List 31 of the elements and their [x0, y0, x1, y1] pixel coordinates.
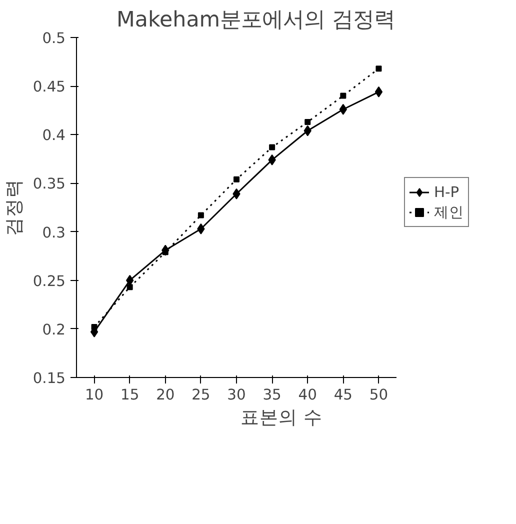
- x-tick-label: 15: [120, 386, 140, 404]
- x-tick-label: 30: [227, 386, 246, 404]
- legend-label: H-P: [434, 184, 460, 200]
- point: [376, 66, 382, 72]
- point: [304, 119, 311, 126]
- x-tick-label: 50: [369, 386, 388, 404]
- legend-label: 제인: [434, 202, 464, 222]
- y-tick-label: 0.2: [42, 321, 66, 338]
- point: [374, 86, 383, 98]
- x-tick-label: 20: [156, 386, 175, 404]
- y-tick-label: 0.15: [32, 370, 66, 387]
- x-tick-label: 25: [192, 386, 210, 404]
- y-tick-label: 0.3: [42, 224, 66, 242]
- point: [126, 284, 133, 290]
- x-tick-label: 45: [334, 386, 352, 404]
- chart-title: Makeham분포에서의 검정력: [116, 8, 395, 32]
- y-tick-label: 0.5: [42, 30, 66, 47]
- x-tick-label: 40: [298, 386, 317, 404]
- x-tick-label: 35: [262, 386, 282, 404]
- x-tick-label: 10: [84, 386, 104, 404]
- point: [340, 92, 346, 99]
- point: [198, 212, 204, 218]
- y-tick-label: 0.25: [32, 272, 66, 290]
- point: [234, 176, 240, 182]
- x-axis-title: 표본의 수: [240, 408, 322, 428]
- y-tick-label: 0.45: [32, 78, 66, 96]
- y-tick-label: 0.35: [32, 176, 66, 193]
- y-tick-label: 0.4: [42, 127, 66, 144]
- point: [91, 324, 98, 330]
- point: [269, 144, 276, 150]
- y-axis-title: 검정력: [4, 179, 25, 236]
